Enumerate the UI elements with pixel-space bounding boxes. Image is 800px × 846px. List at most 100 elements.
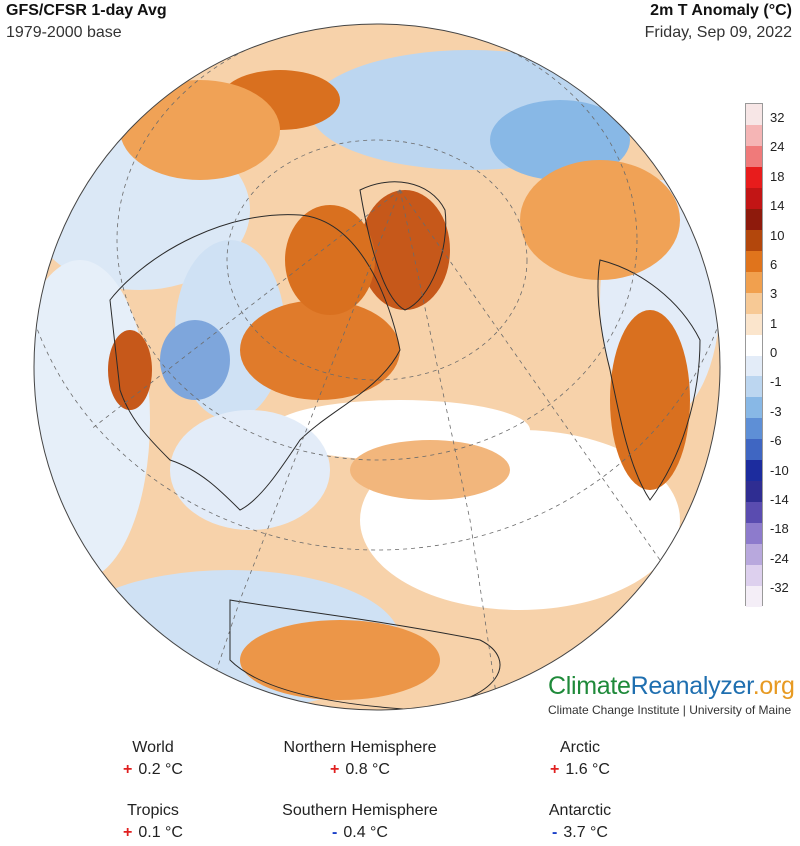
color-scale-swatch [746, 208, 762, 231]
color-scale-bar [745, 103, 763, 608]
stat-label: Antarctic [548, 802, 612, 819]
color-scale-tick-label: -1 [770, 374, 782, 390]
color-scale-tick-label: -6 [770, 433, 782, 449]
brand-reanalyzer: Reanalyzer [630, 672, 753, 700]
color-scale-tick-label: 24 [770, 139, 785, 155]
stat-value: +0.8 °C [250, 759, 470, 781]
color-scale-swatch [746, 502, 762, 524]
stat-value: -0.4 °C [250, 822, 470, 844]
color-scale-swatch [746, 523, 762, 545]
north-america-outline [109, 214, 401, 511]
map-header-right: 2m T Anomaly (°C) Friday, Sep 09, 2022 [645, 0, 792, 44]
stat-tropics: Tropics +0.1 °C [43, 800, 263, 844]
sign-plus-icon: + [330, 761, 340, 778]
anomaly-patch [520, 160, 680, 280]
greenland-outline [359, 181, 447, 311]
color-scale-swatch [746, 565, 762, 587]
color-scale-swatch [746, 145, 762, 168]
stat-value: +0.2 °C [43, 759, 263, 781]
color-scale-swatch [746, 166, 762, 189]
color-scale-swatch [746, 460, 762, 482]
color-scale-tick-label: 3 [770, 286, 778, 302]
color-scale-swatch [746, 250, 762, 273]
stat-number: 1.6 °C [565, 761, 610, 778]
color-scale-swatch [746, 544, 762, 566]
color-scale-tick-label: 6 [770, 256, 778, 272]
brand-climate: Climate [548, 672, 631, 700]
variable-title: 2m T Anomaly (°C) [650, 2, 792, 19]
stat-number: 0.8 °C [345, 761, 390, 778]
brand-logo: ClimateReanalyzer.org [548, 671, 795, 701]
color-scale-swatch [746, 376, 762, 398]
color-scale-swatch [746, 439, 762, 461]
color-scale-tick-label: -32 [770, 580, 789, 595]
anomaly-field [34, 24, 720, 710]
stat-number: 0.4 °C [343, 824, 388, 841]
color-scale-tick-label: -3 [770, 403, 782, 419]
stat-arctic: Arctic +1.6 °C [470, 737, 690, 781]
anomaly-patch [160, 320, 230, 400]
color-scale-tick-label: 14 [770, 198, 785, 214]
map-date: Friday, Sep 09, 2022 [644, 24, 792, 41]
anomaly-patch [240, 300, 400, 400]
color-scale-swatch [746, 355, 762, 377]
color-scale-tick-label: 18 [770, 168, 785, 184]
stat-value: +0.1 °C [43, 822, 263, 844]
sign-plus-icon: + [123, 824, 133, 841]
anomaly-patch [610, 310, 690, 490]
stat-label: Tropics [127, 802, 179, 819]
color-scale-tick-label: -18 [770, 521, 789, 537]
stat-northern-hemisphere: Northern Hemisphere +0.8 °C [250, 737, 470, 781]
color-scale-tick-label: 1 [770, 315, 778, 331]
stat-label: Northern Hemisphere [283, 739, 437, 756]
stat-antarctic: Antarctic -3.7 °C [470, 800, 690, 844]
color-scale-tick-label: 0 [770, 345, 778, 360]
color-scale-swatch [746, 292, 762, 315]
color-scale-swatch [746, 124, 762, 147]
anomaly-patch [490, 100, 630, 180]
color-scale-swatch [746, 418, 762, 440]
sign-minus-icon: - [552, 824, 558, 841]
stat-label: Southern Hemisphere [282, 802, 438, 819]
sign-plus-icon: + [123, 761, 133, 778]
color-scale-tick-label: 32 [770, 110, 785, 125]
stat-number: 0.2 °C [138, 761, 183, 778]
color-scale-swatch [746, 229, 762, 252]
globe-map [33, 23, 721, 711]
anomaly-patch [34, 260, 150, 580]
graticule [34, 24, 720, 710]
globe-border [33, 23, 721, 711]
anomaly-patch [120, 80, 280, 180]
map-header-left: GFS/CFSR 1-day Avg 1979-2000 base [6, 0, 167, 44]
color-scale-tick-label: -14 [770, 491, 789, 507]
sign-plus-icon: + [550, 761, 560, 778]
institute-credit: Climate Change Institute | University of… [548, 703, 792, 717]
anomaly-patch [285, 205, 375, 315]
color-scale-swatch [746, 334, 762, 356]
color-scale-tick-label: -24 [770, 550, 789, 566]
stat-value: -3.7 °C [470, 822, 690, 844]
stat-number: 3.7 °C [563, 824, 608, 841]
stat-number: 0.1 °C [138, 824, 183, 841]
color-scale-tick-label: 10 [770, 227, 785, 243]
sign-minus-icon: - [332, 824, 338, 841]
anomaly-patch [108, 330, 152, 410]
south-america-outline [229, 599, 501, 710]
color-scale-swatch [746, 104, 762, 126]
color-scale-swatch [746, 481, 762, 503]
stat-value: +1.6 °C [470, 759, 690, 781]
stat-southern-hemisphere: Southern Hemisphere -0.4 °C [250, 800, 470, 844]
brand-org: .org [752, 672, 795, 700]
color-scale-tick-label: -10 [770, 462, 789, 478]
color-scale-swatch [746, 586, 762, 608]
stat-label: World [132, 739, 174, 756]
anomaly-patch [240, 620, 440, 700]
anomaly-patch [170, 410, 330, 530]
stat-world: World +0.2 °C [43, 737, 263, 781]
stat-label: Arctic [560, 739, 600, 756]
anomaly-patch [350, 440, 510, 500]
color-scale-swatch [746, 187, 762, 210]
color-scale-swatch [746, 397, 762, 419]
color-scale-swatch [746, 271, 762, 294]
map-title: GFS/CFSR 1-day Avg [6, 2, 167, 19]
